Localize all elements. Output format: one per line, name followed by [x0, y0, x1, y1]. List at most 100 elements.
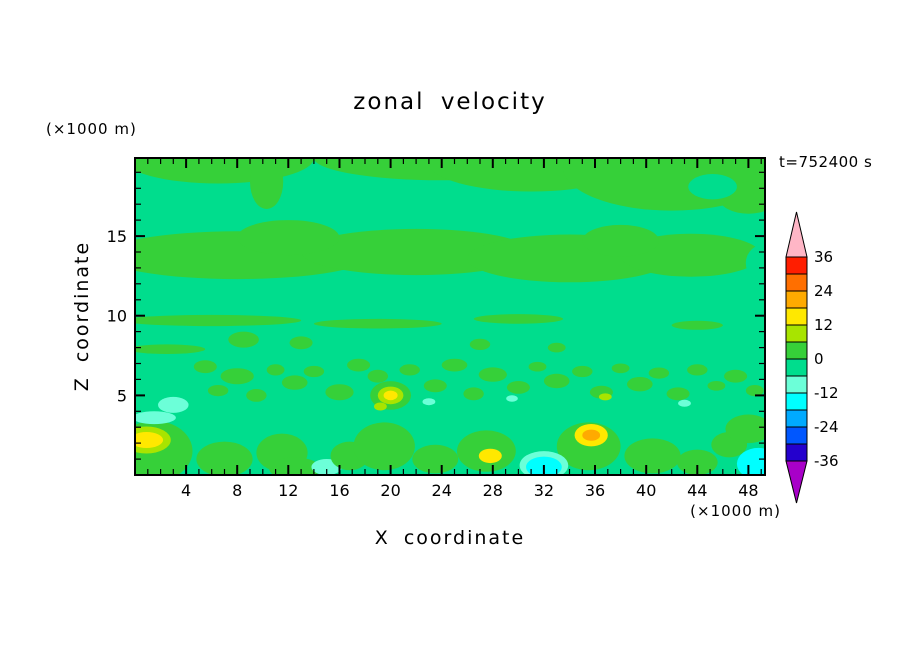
contour-region-ygreen — [374, 402, 387, 411]
plot-title: zonal velocity — [353, 89, 547, 115]
colorbar-segment — [785, 341, 808, 360]
contour-region-green — [745, 385, 764, 397]
contour-region-green — [269, 457, 321, 475]
x-tick-label: 16 — [329, 481, 349, 500]
colorbar-segment — [785, 256, 808, 275]
contour-region-green — [250, 158, 284, 209]
contour-region-green — [473, 314, 564, 324]
contour-region-green — [582, 224, 659, 257]
contour-region-yellow — [383, 390, 398, 401]
contour-region-green — [624, 438, 681, 474]
contour-region-aqua — [678, 399, 691, 407]
z-axis-unit-label: (×1000 m) — [46, 120, 137, 138]
colorbar-tick-label: 24 — [814, 282, 833, 300]
contour-region-green — [463, 387, 484, 401]
contour-region-green — [412, 444, 459, 474]
contour-region-cyan — [736, 447, 765, 475]
contour-region-green — [611, 363, 630, 374]
contour-region-green — [543, 373, 570, 389]
z-tick-label: 15 — [107, 227, 127, 246]
contour-region-ygreen — [598, 393, 612, 401]
contour-region-green — [193, 360, 217, 374]
colorbar-segment — [785, 358, 808, 377]
z-tick-label: 10 — [107, 307, 127, 326]
contour-region-green — [724, 369, 748, 383]
colorbar-segment — [785, 392, 808, 411]
contour-region-green — [399, 364, 420, 376]
contour-region-green — [220, 368, 254, 385]
contour-region-green — [367, 369, 388, 383]
contour-region-green — [687, 364, 708, 376]
contour-region-green — [135, 314, 302, 327]
x-axis-title: X coordinate — [374, 527, 526, 549]
timestamp-label: t=752400 s — [779, 153, 873, 171]
contour-region-green — [478, 367, 507, 382]
colorbar-tick-label: -24 — [814, 418, 839, 436]
contour-region-green — [671, 320, 723, 330]
colorbar-segment — [785, 426, 808, 445]
x-axis-unit-label: (×1000 m) — [690, 502, 781, 520]
x-tick-label: 40 — [636, 481, 656, 500]
contour-region-green — [506, 381, 530, 394]
contour-region-green — [246, 389, 267, 402]
contour-region-green — [441, 358, 468, 372]
contour-region-green — [353, 422, 415, 471]
contour-region-green — [266, 364, 285, 376]
contour-region-green — [469, 338, 491, 350]
colorbar-segment — [785, 290, 808, 309]
x-tick-label: 28 — [483, 481, 503, 500]
contour-region-green — [207, 385, 229, 397]
contour-region-green — [313, 318, 442, 329]
colorbar-segment — [785, 307, 808, 326]
contour-region-bg — [745, 244, 765, 283]
x-tick-label: 20 — [380, 481, 400, 500]
x-tick-label: 32 — [534, 481, 554, 500]
contour-region-green — [666, 387, 690, 401]
contour-region-amber — [582, 429, 601, 441]
contour-region-aqua — [158, 396, 189, 413]
contour-region-yellow — [135, 432, 164, 448]
contour-region-green — [303, 365, 325, 378]
colorbar-segment — [785, 409, 808, 428]
contour-region-aqua — [135, 411, 176, 425]
contour-region-green — [196, 441, 253, 475]
plot-frame — [134, 157, 766, 476]
contour-region-green — [135, 344, 206, 354]
colorbar-segment — [785, 324, 808, 343]
contour-region-bg — [688, 174, 737, 200]
colorbar: 36 24 12 0 -12 -24 -36 — [785, 211, 839, 504]
contour-region-green — [528, 361, 547, 372]
x-tick-label: 48 — [738, 481, 758, 500]
contour-region-yellow — [478, 448, 502, 464]
x-tick-label: 44 — [687, 481, 707, 500]
contour-region-green — [648, 367, 670, 379]
contour-field — [135, 158, 765, 475]
contour-region-green — [289, 336, 313, 350]
contour-region-green — [627, 377, 653, 392]
x-tick-label: 12 — [278, 481, 298, 500]
contour-region-green — [228, 331, 259, 348]
x-tick-label: 36 — [585, 481, 605, 500]
colorbar-segment — [785, 443, 808, 462]
z-tick-label: 5 — [117, 386, 127, 405]
contour-region-green — [572, 365, 593, 378]
x-tick-label: 8 — [232, 481, 242, 500]
colorbar-over-arrow — [785, 211, 808, 258]
contour-region-green — [725, 414, 765, 444]
contour-region-aqua — [422, 398, 436, 406]
colorbar-tick-label: -36 — [814, 452, 839, 470]
colorbar-segment — [785, 273, 808, 292]
colorbar-tick-label: -12 — [814, 384, 839, 402]
x-tick-label: 24 — [432, 481, 452, 500]
axis-ticks — [136, 159, 764, 474]
contour-region-green — [325, 384, 354, 401]
contour-region-green — [676, 449, 718, 475]
contour-region-green — [237, 220, 340, 256]
contour-region-green — [547, 342, 566, 353]
contour-region-green — [707, 381, 726, 391]
contour-region-green — [423, 379, 447, 393]
contour-region-aqua — [506, 395, 518, 402]
colorbar-tick-label: 0 — [814, 350, 824, 368]
colorbar-segment — [785, 375, 808, 394]
